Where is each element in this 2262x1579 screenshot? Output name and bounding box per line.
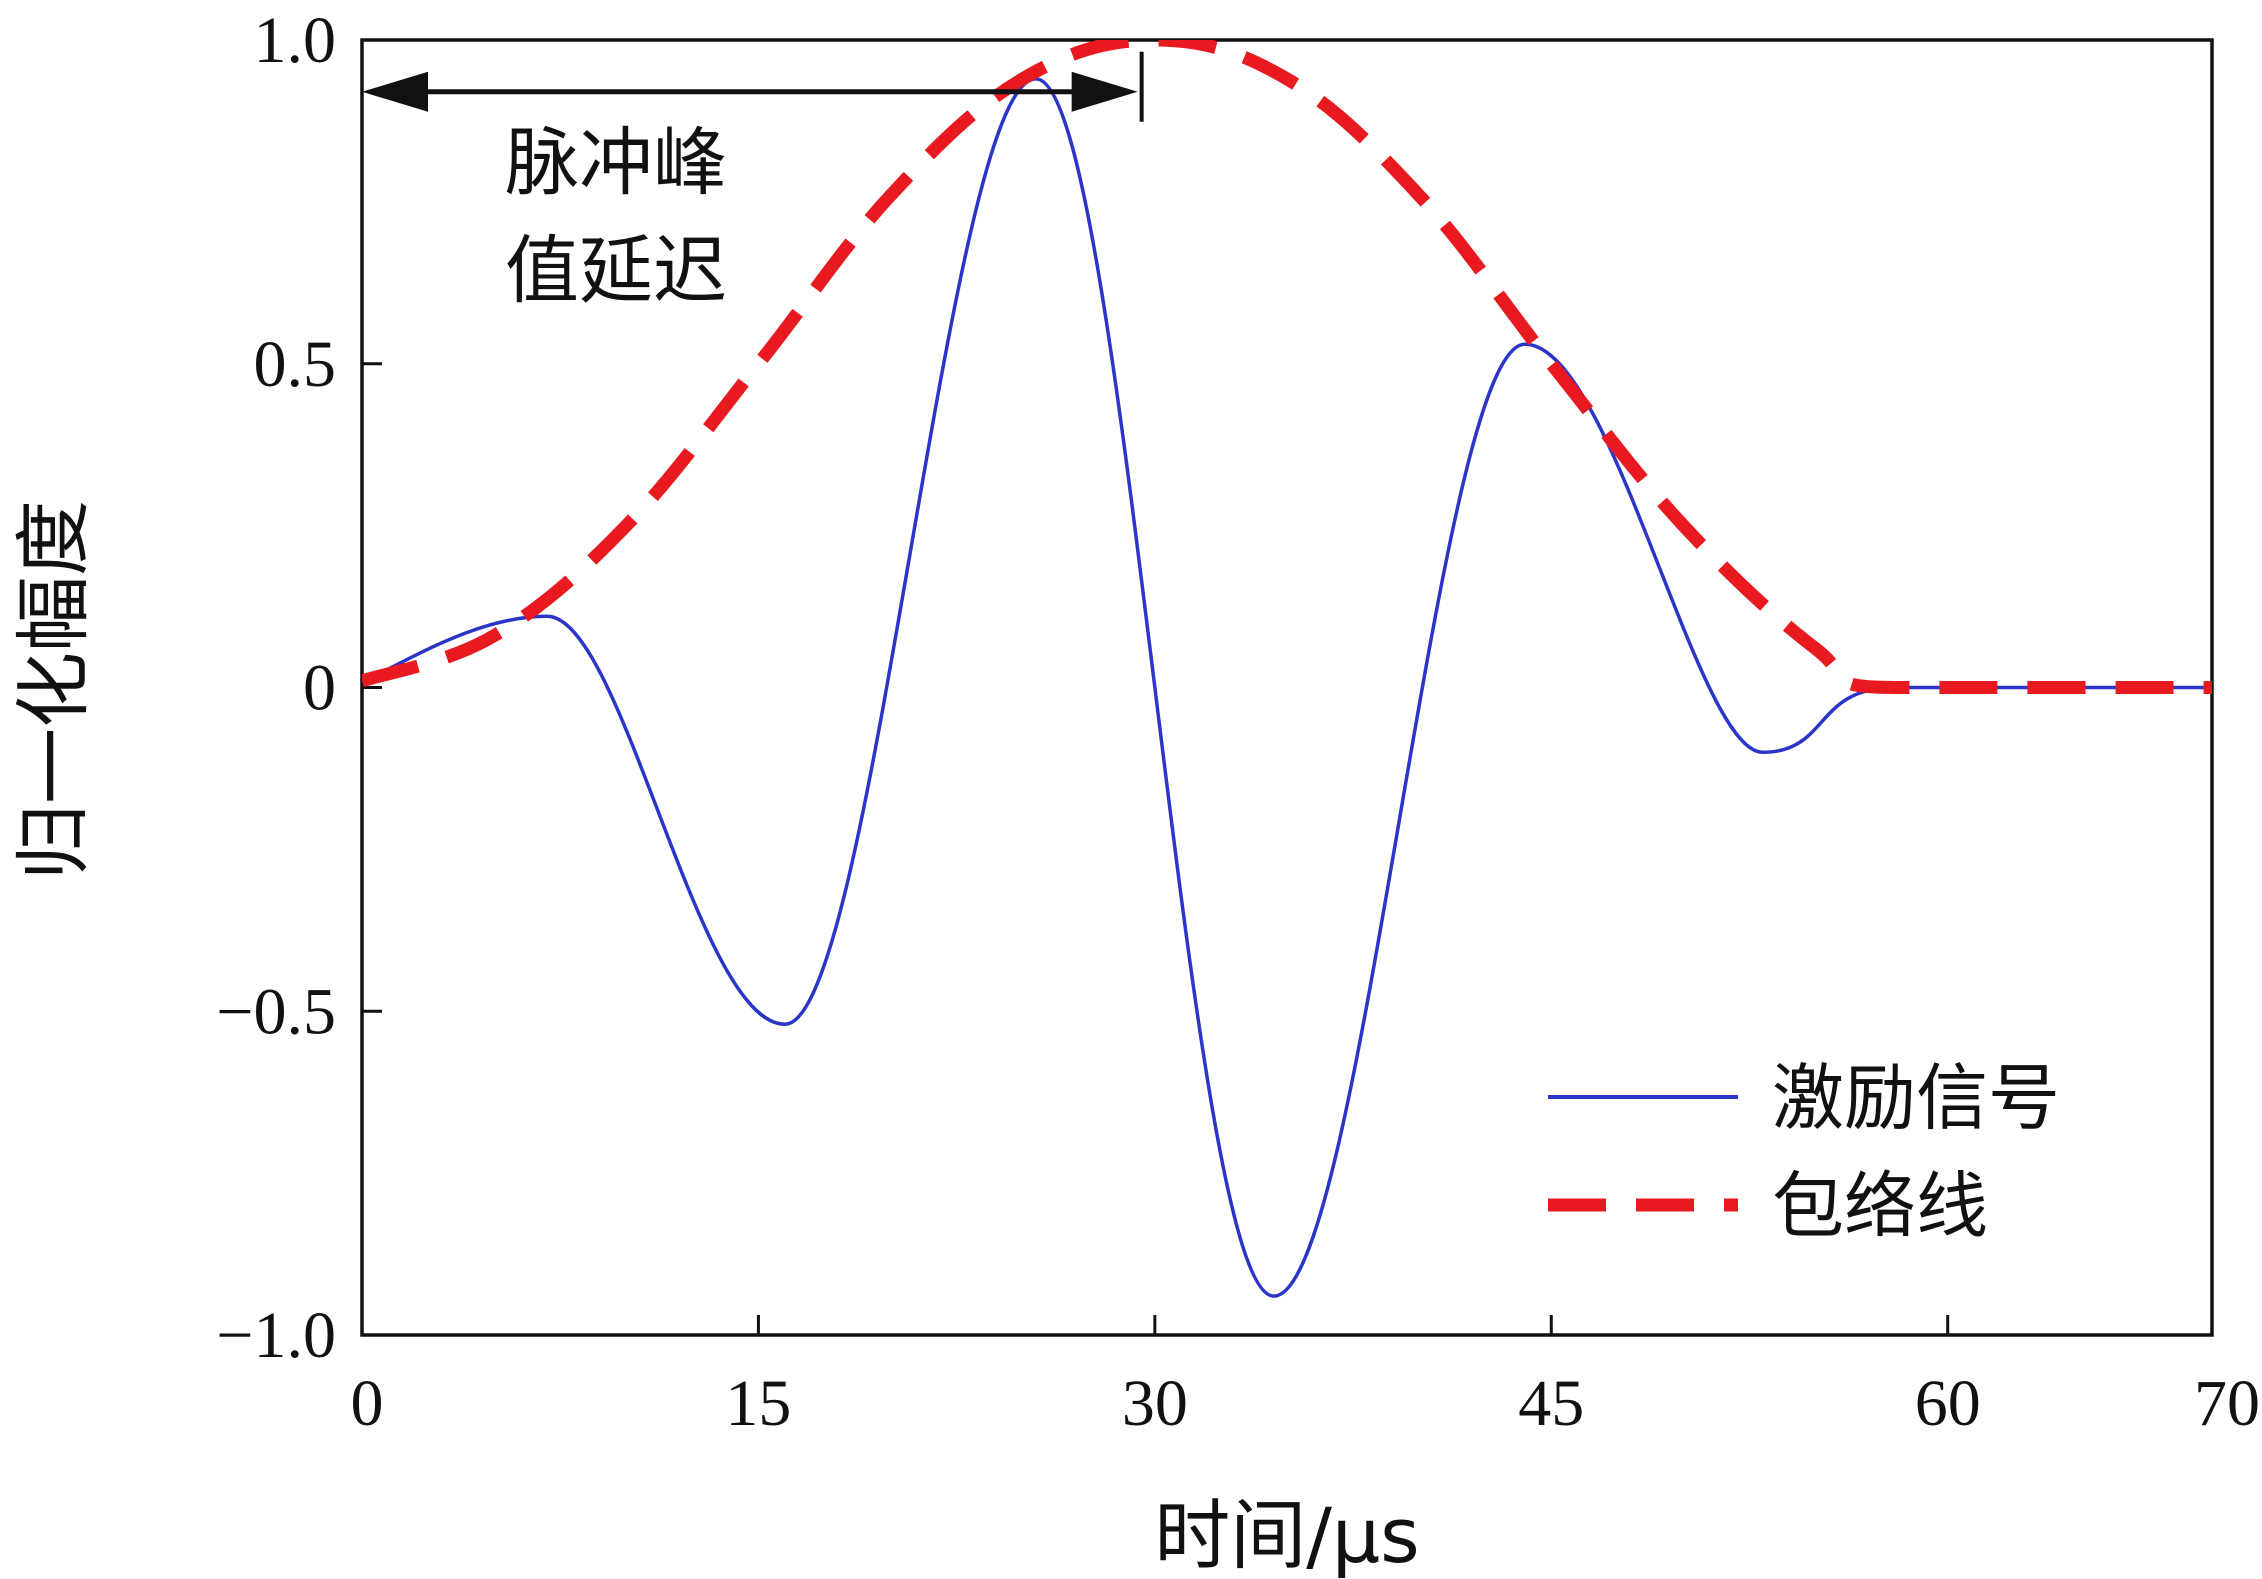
y-axis-ticks: −1.0 −0.5 0 0.5 1.0 <box>216 4 382 1372</box>
y-tick-label: 1.0 <box>254 4 337 77</box>
y-tick-label: −0.5 <box>216 975 336 1048</box>
x-tick-label: 60 <box>1915 1367 1981 1440</box>
envelope-series-line <box>362 40 2212 695</box>
x-axis-title: 时间/μs <box>1154 1491 1420 1579</box>
x-tick-label: 45 <box>1518 1367 1584 1440</box>
annotation-label-line2: 值延迟 <box>505 228 727 314</box>
signal-series-line <box>362 77 2212 1298</box>
legend-signal-label: 激励信号 <box>1772 1056 2060 1140</box>
x-tick-label: 30 <box>1122 1367 1188 1440</box>
annotation-arrowhead-left <box>362 71 428 112</box>
y-axis-title: 归一化幅度 <box>9 500 98 880</box>
y-tick-label: −1.0 <box>216 1299 336 1372</box>
x-tick-label: 0 <box>351 1367 384 1440</box>
annotation-arrowhead-right <box>1071 71 1138 112</box>
x-tick-label: 70 <box>2194 1367 2260 1440</box>
annotation-label-line1: 脉冲峰 <box>505 120 727 206</box>
y-tick-label: 0.5 <box>254 328 337 401</box>
legend-envelope-label: 包络线 <box>1772 1164 1988 1248</box>
x-tick-label: 15 <box>725 1367 791 1440</box>
x-axis-ticks: 0 15 30 45 60 70 <box>351 1315 2260 1440</box>
pulse-delay-annotation: 脉冲峰 值延迟 <box>362 51 1144 314</box>
legend: 激励信号 包络线 <box>1548 1056 2060 1248</box>
y-tick-label: 0 <box>303 652 336 725</box>
